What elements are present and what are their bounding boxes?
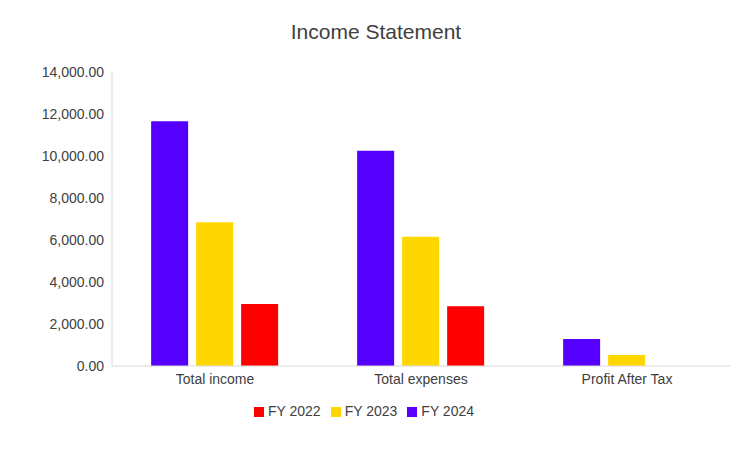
svg-text:14,000.00: 14,000.00 — [42, 64, 104, 80]
svg-text:0.00: 0.00 — [77, 358, 104, 374]
svg-text:4,000.00: 4,000.00 — [50, 274, 105, 290]
html-text:FY 2023: FY 2023 — [344, 403, 398, 419]
svg-text:8,000.00: 8,000.00 — [50, 190, 105, 206]
svg-text:Total expenses: Total expenses — [374, 371, 467, 387]
svg-text:Profit After Tax: Profit After Tax — [582, 371, 673, 387]
svg-text:2,000.00: 2,000.00 — [50, 316, 105, 332]
svg-text:6,000.00: 6,000.00 — [50, 232, 105, 248]
svg-text:12,000.00: 12,000.00 — [42, 106, 104, 122]
svg-text:Total income: Total income — [176, 371, 255, 387]
html-text:FY 2022: FY 2022 — [268, 403, 321, 419]
svg-text:10,000.00: 10,000.00 — [42, 148, 104, 164]
html-text:Income Statement: Income Statement — [290, 20, 462, 43]
html-text:FY 2024: FY 2024 — [421, 403, 474, 419]
